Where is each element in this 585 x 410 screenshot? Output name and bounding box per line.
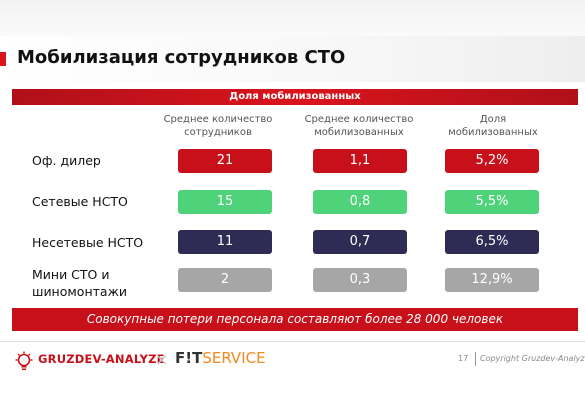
column-header-employees: Среднее количество сотрудников xyxy=(148,113,288,139)
cell-mobilized-network-nsto: 0,8 xyxy=(313,190,407,214)
gruzdev-analyze-logo: GRUZDEV-ANALYZE xyxy=(38,352,165,366)
column-header-line: Доля xyxy=(479,114,507,125)
column-header-line: сотрудников xyxy=(184,127,252,138)
cell-mobilized-mini-sto: 0,3 xyxy=(313,268,407,292)
page-number: 17 xyxy=(458,354,469,363)
title-bar xyxy=(0,36,585,82)
cell-share-dealer: 5,2% xyxy=(445,149,539,173)
title-accent-bar xyxy=(0,52,6,66)
column-header-line: Среднее количество xyxy=(163,114,273,125)
logo-separator: × xyxy=(155,350,169,369)
fitservice-logo: F!TSERVICE xyxy=(175,349,266,367)
cell-employees-independent-nsto: 11 xyxy=(178,230,272,254)
lightbulb-gear-icon xyxy=(15,351,33,370)
summary-band: Совокупные потери персонала составляют б… xyxy=(12,308,578,331)
table-header-band: Доля мобилизованных xyxy=(12,89,578,105)
copyright-text: Copyright Gruzdev-Analyze xyxy=(480,354,585,363)
top-background xyxy=(0,0,585,36)
cell-employees-network-nsto: 15 xyxy=(178,190,272,214)
cell-employees-mini-sto: 2 xyxy=(178,268,272,292)
row-label-independent-nsto: Несетевые НСТО xyxy=(32,234,143,251)
fitservice-logo-part2: SERVICE xyxy=(202,349,266,367)
cell-employees-dealer: 21 xyxy=(178,149,272,173)
column-header-share: Доля мобилизованных xyxy=(423,113,563,139)
cell-mobilized-dealer: 1,1 xyxy=(313,149,407,173)
row-label-line: Сетевые НСТО xyxy=(32,194,128,209)
cell-share-network-nsto: 5,5% xyxy=(445,190,539,214)
page-number-divider xyxy=(475,352,476,366)
column-header-line: мобилизованных xyxy=(448,127,538,138)
footer: GRUZDEV-ANALYZE × F!TSERVICE 17 Copyrigh… xyxy=(0,342,585,378)
cell-mobilized-independent-nsto: 0,7 xyxy=(313,230,407,254)
row-label-dealer: Оф. дилер xyxy=(32,152,101,169)
row-label-line: Мини СТО и xyxy=(32,267,110,282)
column-header-line: Среднее количество xyxy=(304,114,414,125)
cell-share-independent-nsto: 6,5% xyxy=(445,230,539,254)
row-label-line: шиномонтажи xyxy=(32,284,127,299)
fitservice-logo-part1: F!T xyxy=(175,349,203,367)
row-label-mini-sto: Мини СТО и шиномонтажи xyxy=(32,266,127,300)
cell-share-mini-sto: 12,9% xyxy=(445,268,539,292)
row-label-line: Несетевые НСТО xyxy=(32,235,144,250)
page-title: Мобилизация сотрудников СТО xyxy=(17,47,346,68)
footer-divider xyxy=(0,341,585,342)
column-header-line: мобилизованных xyxy=(314,127,404,138)
column-header-mobilized: Среднее количество мобилизованных xyxy=(289,113,429,139)
row-label-network-nsto: Сетевые НСТО xyxy=(32,193,128,210)
row-label-line: Оф. дилер xyxy=(32,153,101,168)
